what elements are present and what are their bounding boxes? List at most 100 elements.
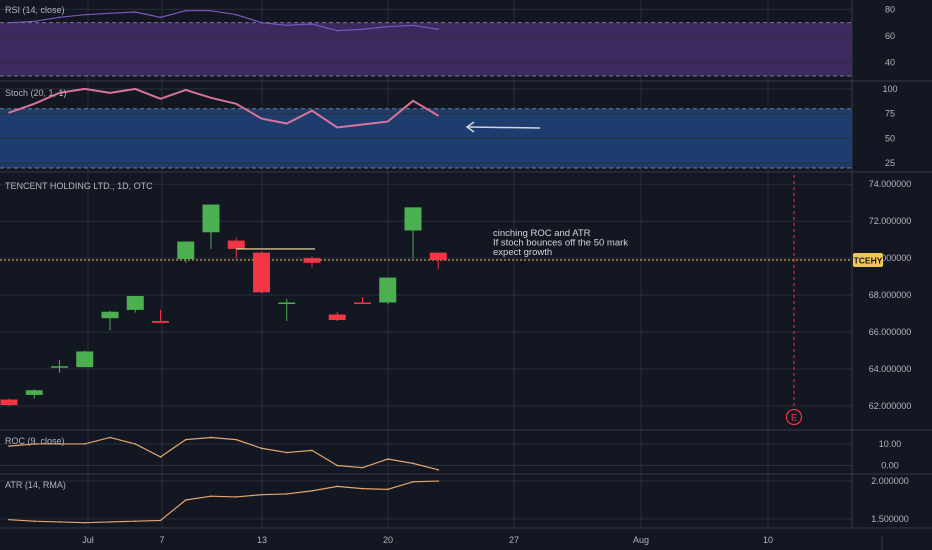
candle-body bbox=[303, 258, 321, 263]
rsi-band bbox=[0, 22, 852, 77]
y-tick-label: 0.00 bbox=[881, 461, 899, 471]
y-tick-label: 70.000000 bbox=[869, 253, 912, 263]
y-tick-label: 50 bbox=[885, 133, 895, 143]
candle[interactable] bbox=[278, 298, 296, 321]
rsi-point bbox=[58, 16, 61, 19]
candle-body bbox=[429, 252, 447, 260]
candle[interactable] bbox=[76, 350, 94, 368]
stoch-point bbox=[184, 89, 187, 91]
stoch-point bbox=[134, 88, 137, 90]
candle[interactable] bbox=[101, 310, 119, 331]
stoch-point bbox=[235, 102, 238, 105]
stoch-point bbox=[109, 92, 111, 94]
stoch-point bbox=[285, 122, 288, 125]
candle[interactable] bbox=[328, 311, 346, 321]
stoch-title: Stoch (20, 1, 1) bbox=[5, 88, 67, 98]
roc-panel[interactable]: 0.00 10.00 ROC (9, close) bbox=[0, 436, 901, 471]
y-tick-label: 60 bbox=[885, 31, 895, 41]
roc-point bbox=[386, 458, 389, 460]
stoch-series-line bbox=[8, 87, 439, 129]
earnings-label: E bbox=[791, 413, 797, 423]
stoch-point bbox=[412, 99, 414, 102]
candle-body bbox=[25, 390, 43, 395]
roc-point bbox=[8, 445, 10, 447]
atr-point bbox=[8, 518, 10, 521]
roc-point bbox=[58, 443, 61, 445]
candle[interactable] bbox=[51, 359, 68, 373]
y-tick-label: 1.500000 bbox=[871, 514, 909, 524]
candle-body bbox=[328, 314, 346, 321]
price-panel[interactable]: 62.000000 64.000000 66.000000 68.000000 70.0… bbox=[0, 175, 912, 426]
annotation-text-line: expect growth bbox=[493, 247, 552, 258]
time-tick-label: 13 bbox=[257, 535, 267, 545]
arrow-annotation[interactable] bbox=[467, 126, 541, 129]
roc-point bbox=[412, 462, 414, 465]
candle[interactable] bbox=[303, 256, 321, 268]
price-title: TENCENT HOLDING LTD., 1D, OTC bbox=[5, 181, 153, 191]
y-tick-label: 40 bbox=[885, 58, 895, 68]
candle[interactable] bbox=[404, 207, 422, 259]
rsi-point bbox=[361, 28, 364, 31]
atr-point bbox=[210, 495, 212, 498]
candle[interactable] bbox=[0, 398, 18, 406]
roc-point bbox=[184, 438, 187, 441]
candle[interactable] bbox=[177, 241, 195, 263]
candle[interactable] bbox=[379, 277, 397, 305]
rsi-point bbox=[33, 20, 36, 23]
time-tick-label: 27 bbox=[509, 535, 519, 545]
candle[interactable] bbox=[202, 204, 220, 249]
roc-point bbox=[336, 464, 339, 467]
y-tick-label: 2.000000 bbox=[871, 476, 909, 486]
time-tick-label: 20 bbox=[383, 535, 393, 545]
roc-point bbox=[33, 443, 36, 445]
atr-series-line bbox=[8, 480, 439, 524]
atr-panel[interactable]: 1.500000 2.000000 ATR (14, RMA) bbox=[0, 476, 909, 524]
rsi-point bbox=[184, 9, 187, 12]
candle[interactable] bbox=[126, 296, 144, 313]
candle[interactable] bbox=[25, 389, 43, 399]
time-axis[interactable]: Jul 7 13 20 27 Aug 10 bbox=[82, 535, 773, 545]
stoch-panel[interactable]: 25 50 75 100 Stoch (20, 1, 1) bbox=[0, 84, 898, 169]
stoch-point bbox=[83, 88, 86, 90]
time-tick-label: Aug bbox=[633, 535, 649, 545]
rsi-point bbox=[260, 21, 263, 24]
roc-point bbox=[210, 436, 212, 439]
atr-point bbox=[33, 520, 36, 522]
roc-point bbox=[361, 466, 364, 469]
roc-point bbox=[285, 451, 288, 454]
candle-body bbox=[202, 204, 220, 233]
candle-body bbox=[76, 351, 94, 368]
y-tick-label: 74.000000 bbox=[869, 179, 912, 189]
annotation-text-line: If stoch bounces off the 50 mark bbox=[493, 238, 628, 249]
atr-point bbox=[159, 519, 162, 522]
stoch-point bbox=[260, 117, 263, 120]
y-tick-label: 64.000000 bbox=[869, 364, 912, 374]
candle-body bbox=[0, 399, 18, 406]
stoch-point bbox=[311, 109, 313, 112]
rsi-point bbox=[386, 25, 389, 28]
stoch-point bbox=[8, 111, 10, 114]
candle[interactable] bbox=[152, 309, 169, 323]
rsi-point bbox=[134, 11, 137, 13]
candle-body bbox=[404, 207, 422, 231]
stoch-point bbox=[361, 123, 364, 126]
last-price-tag[interactable]: TCEHY bbox=[853, 253, 883, 267]
candle[interactable] bbox=[227, 237, 245, 259]
symbol-label: TCEHY bbox=[854, 256, 883, 266]
candle-body bbox=[253, 252, 270, 293]
time-tick-label: 7 bbox=[159, 535, 164, 545]
earnings-icon[interactable] bbox=[785, 408, 803, 426]
rsi-point bbox=[285, 24, 288, 27]
y-tick-label: 68.000000 bbox=[869, 290, 912, 300]
roc-point bbox=[83, 443, 86, 445]
candle[interactable] bbox=[429, 252, 447, 270]
rsi-panel[interactable]: 40 60 80 RSI (14, close) bbox=[0, 4, 895, 77]
atr-point bbox=[58, 521, 61, 523]
candle[interactable] bbox=[354, 296, 371, 305]
rsi-point bbox=[437, 28, 440, 31]
y-tick-label: 66.000000 bbox=[869, 327, 912, 337]
candle-body bbox=[126, 296, 144, 310]
candle[interactable] bbox=[253, 251, 270, 294]
